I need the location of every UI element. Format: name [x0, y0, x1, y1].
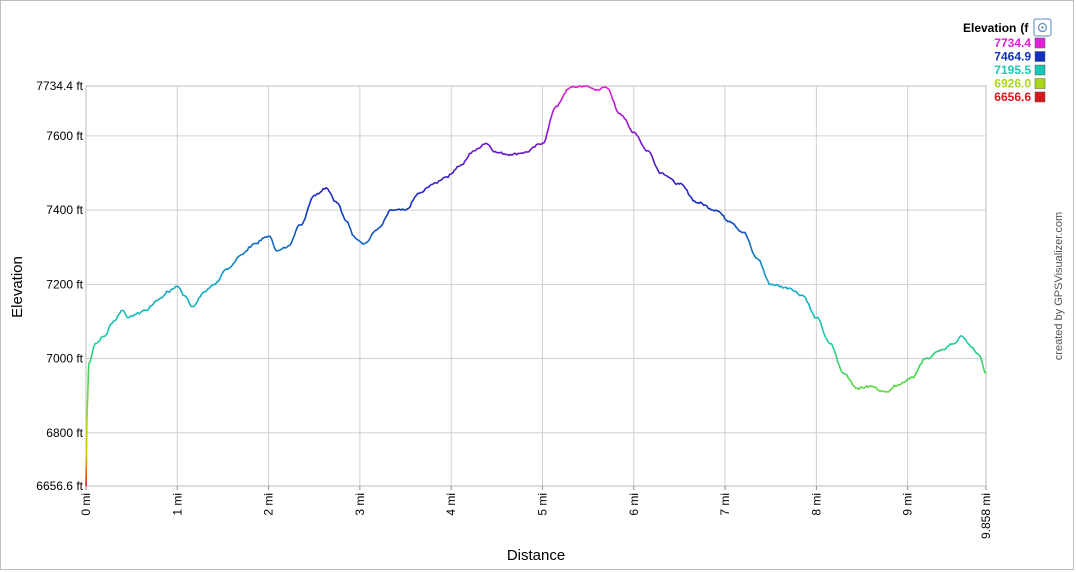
y-axis-ticks: 6656.6 ft 6800 ft 7000 ft 7200 ft 7400 ft 760… [36, 79, 83, 493]
elevation-series-line [85, 84, 987, 487]
y-axis-title: Elevation [9, 256, 26, 318]
x-tick-label: 1 mi [170, 493, 184, 516]
x-tick-label: 6 mi [627, 493, 641, 516]
legend-entry-label: 7195.5 [994, 63, 1031, 77]
legend-entry-label: 7734.4 [994, 36, 1031, 50]
legend-color-swatch [1034, 78, 1046, 89]
legend-color-swatch [1034, 64, 1046, 76]
legend: Elevation (f 7734.47464.97195.56926.06656… [963, 18, 1052, 104]
x-axis-ticks: 0 mi 1 mi 2 mi 3 mi 4 mi 5 mi 6 mi 7 mi 8 mi 9 mi… [79, 486, 993, 539]
x-tick-label: 3 mi [353, 493, 367, 516]
x-tick-label: 9.858 mi [979, 493, 993, 539]
x-tick-label: 4 mi [444, 493, 458, 516]
y-tick-label: 7600 ft [46, 129, 83, 143]
y-tick-label: 7000 ft [46, 352, 83, 366]
y-tick-label: 6800 ft [46, 426, 83, 440]
legend-toggle-icon[interactable] [1033, 18, 1052, 37]
x-tick-label: 7 mi [718, 493, 732, 516]
x-tick-label: 9 mi [901, 493, 915, 516]
credit-text: created by GPSVisualizer.com [1053, 212, 1065, 360]
grid-lines [86, 86, 986, 486]
legend-color-swatch [1034, 37, 1046, 49]
legend-title: Elevation (f [963, 21, 1029, 35]
x-tick-label: 8 mi [809, 493, 823, 516]
x-tick-label: 5 mi [535, 493, 549, 516]
legend-title-unit: (f [1020, 21, 1029, 35]
plot-area [85, 85, 987, 487]
y-tick-label: 6656.6 ft [36, 479, 83, 493]
legend-entry-label: 6926.0 [994, 77, 1031, 91]
legend-color-swatch [1034, 91, 1046, 103]
y-tick-label: 7400 ft [46, 203, 83, 217]
x-tick-label: 0 mi [79, 493, 93, 516]
legend-entry-label: 7464.9 [994, 50, 1031, 64]
y-tick-label: 7200 ft [46, 277, 83, 291]
x-axis-title: Distance [507, 547, 565, 564]
y-tick-label: 7734.4 ft [36, 79, 83, 93]
legend-entry-label: 6656.6 [994, 90, 1031, 104]
legend-color-swatch [1034, 51, 1046, 62]
legend-title-text: Elevation [963, 21, 1016, 35]
x-tick-label: 2 mi [262, 493, 276, 516]
